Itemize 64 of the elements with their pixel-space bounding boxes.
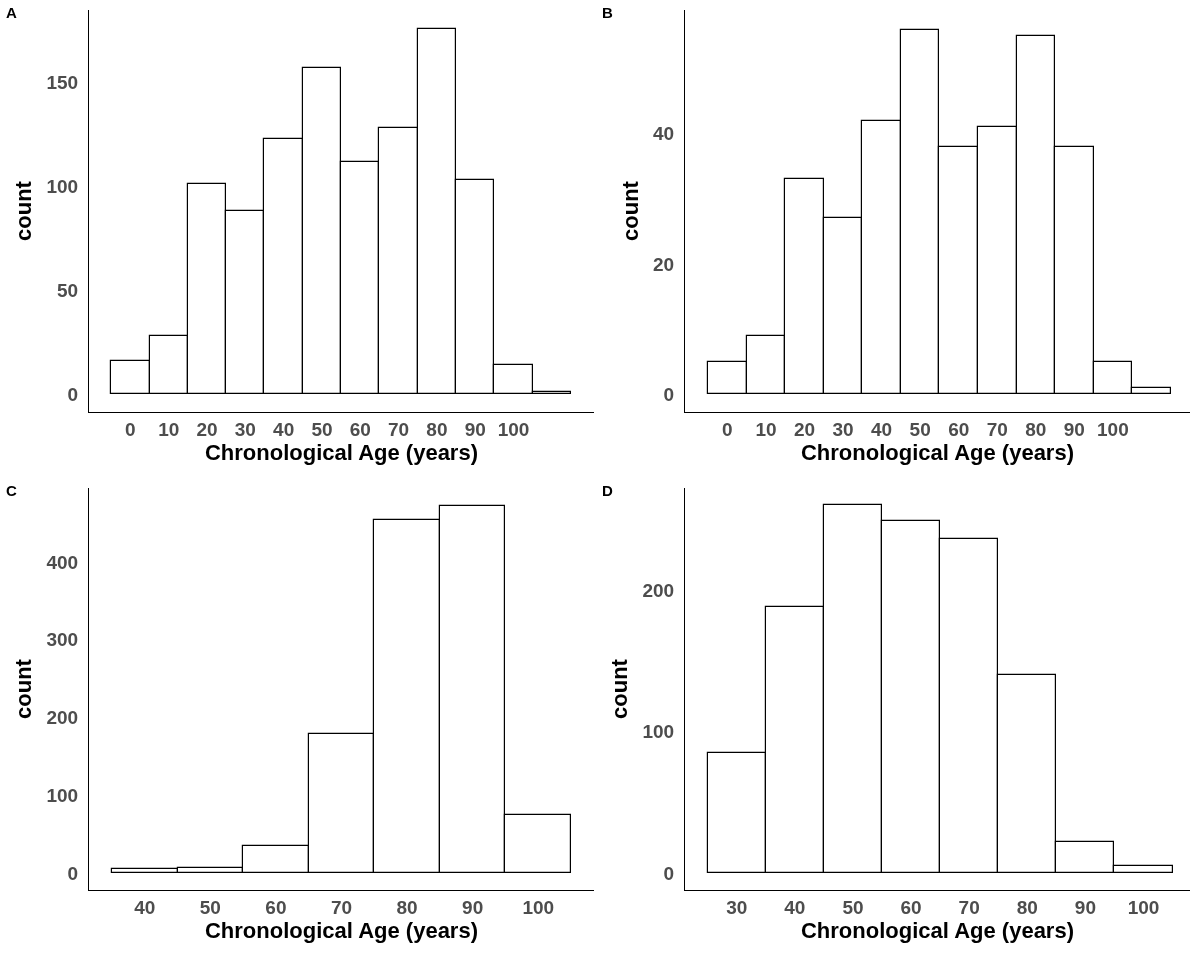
x-tick-label: 30 xyxy=(832,418,854,440)
y-tick-label: 200 xyxy=(46,707,79,729)
y-axis-title: count xyxy=(607,658,633,719)
y-tick-label: 100 xyxy=(642,721,675,743)
x-tick-label: 70 xyxy=(330,896,353,918)
x-axis-title: Chronological Age (years) xyxy=(204,917,479,943)
x-tick-label: 10 xyxy=(158,418,180,440)
x-tick-label: 70 xyxy=(986,418,1008,440)
x-tick-label: 80 xyxy=(1016,896,1038,918)
y-tick-label: 300 xyxy=(46,629,79,651)
y-tick-label: 50 xyxy=(56,279,79,301)
y-tick-label: 0 xyxy=(67,862,79,884)
x-tick-label: 60 xyxy=(900,896,922,918)
x-tick-label: 50 xyxy=(311,418,333,440)
x-tick-label: 100 xyxy=(1127,896,1160,918)
x-tick-label: 80 xyxy=(426,418,448,440)
y-tick-label: 20 xyxy=(652,253,675,275)
y-axis-title: count xyxy=(11,658,37,719)
y-tick-label: 100 xyxy=(46,176,79,198)
x-tick-label: 50 xyxy=(199,896,221,918)
x-axis-title: Chronological Age (years) xyxy=(800,439,1075,465)
x-tick-label: 100 xyxy=(497,418,530,440)
x-tick-label: 90 xyxy=(1063,418,1085,440)
x-tick-label: 80 xyxy=(1025,418,1047,440)
y-tick-label: 100 xyxy=(46,784,79,806)
y-tick-label: 400 xyxy=(46,551,79,573)
x-tick-label: 60 xyxy=(948,418,970,440)
y-tick-label: 0 xyxy=(663,862,675,884)
y-tick-label: 0 xyxy=(663,383,675,405)
x-tick-label: 30 xyxy=(726,896,748,918)
x-tick-label: 90 xyxy=(1074,896,1096,918)
x-tick-label: 40 xyxy=(871,418,893,440)
y-tick-label: 150 xyxy=(46,72,79,94)
x-tick-label: 60 xyxy=(349,418,371,440)
y-tick-label: 0 xyxy=(67,383,79,405)
x-tick-label: 90 xyxy=(464,418,486,440)
x-tick-label: 90 xyxy=(462,896,484,918)
x-tick-label: 10 xyxy=(755,418,777,440)
x-axis-title: Chronological Age (years) xyxy=(204,439,479,465)
x-tick-label: 100 xyxy=(522,896,555,918)
x-tick-label: 70 xyxy=(958,896,980,918)
x-tick-label: 60 xyxy=(265,896,287,918)
y-tick-label: 40 xyxy=(652,123,675,145)
x-tick-label: 100 xyxy=(1097,418,1129,440)
x-tick-label: 30 xyxy=(234,418,256,440)
x-tick-label: 40 xyxy=(784,896,806,918)
chart-title: C xyxy=(5,481,17,499)
x-tick-label: 0 xyxy=(125,418,136,440)
y-axis-title: count xyxy=(617,180,643,241)
x-tick-label: 40 xyxy=(134,896,156,918)
x-tick-label: 20 xyxy=(793,418,816,440)
y-axis-title: count xyxy=(11,180,37,241)
chart-title: B xyxy=(601,3,613,21)
chart-title: D xyxy=(601,481,613,499)
y-tick-label: 200 xyxy=(642,579,675,601)
x-tick-label: 20 xyxy=(196,418,218,440)
x-axis-title: Chronological Age (years) xyxy=(800,917,1075,943)
x-tick-label: 0 xyxy=(722,418,733,440)
x-tick-label: 50 xyxy=(842,896,864,918)
chart-title: A xyxy=(5,3,17,21)
x-tick-label: 50 xyxy=(909,418,931,440)
x-tick-label: 40 xyxy=(273,418,295,440)
x-tick-label: 80 xyxy=(396,896,418,918)
x-tick-label: 70 xyxy=(388,418,410,440)
